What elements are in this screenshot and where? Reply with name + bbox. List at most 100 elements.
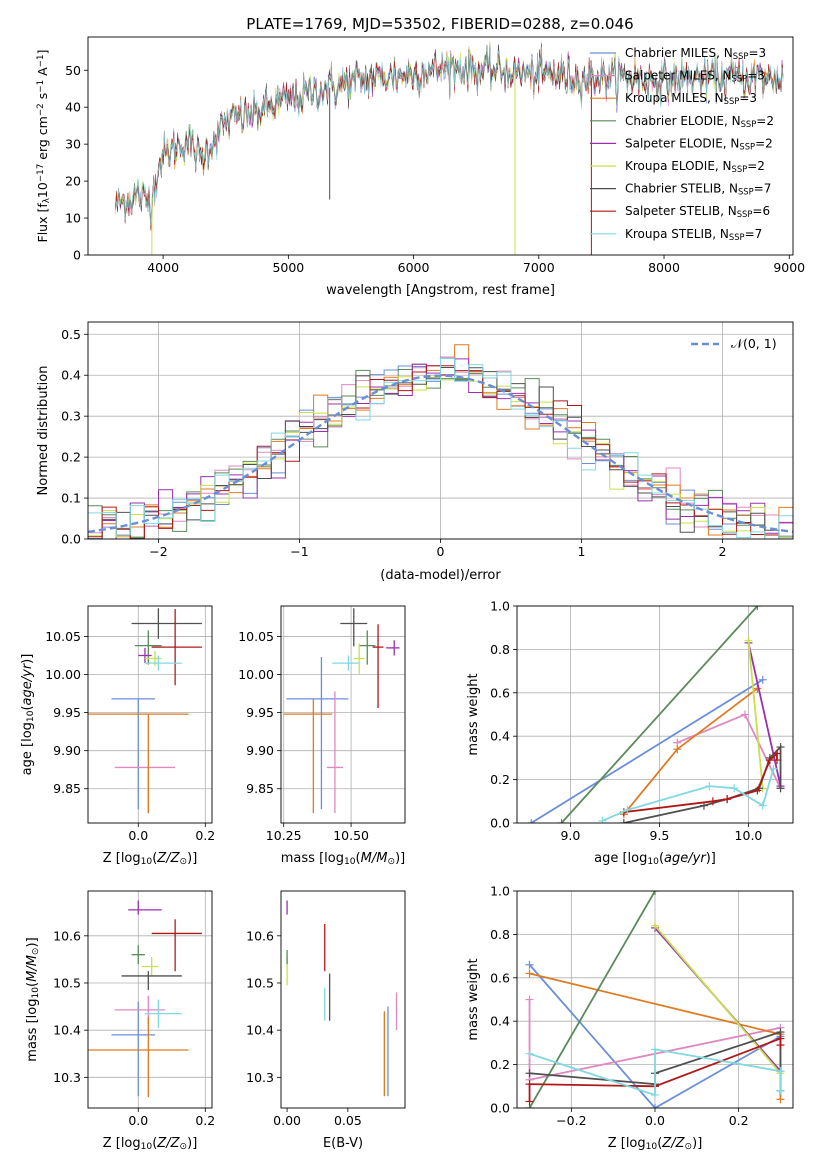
y-tick-label: 0.2 <box>490 772 510 787</box>
series-line <box>602 768 775 822</box>
y-tick-label: 0.0 <box>490 816 510 831</box>
plot-area <box>286 900 398 1097</box>
x-axis-label-part: Z/Z <box>156 1136 180 1151</box>
y-tick-label: 20 <box>65 174 81 189</box>
x-axis-label-part: M/M <box>361 851 388 866</box>
x-tick-label: 5000 <box>272 260 304 275</box>
panel-mass_vs_Z: 0.0 0.210.310.410.510.6Z [log10(Z/Z⊙)]mas… <box>25 890 215 1152</box>
legend-label-part: SSP <box>739 141 755 151</box>
y-tick-label: 0.4 <box>490 1014 510 1029</box>
x-axis-label-part: ( <box>659 851 664 866</box>
errorbar-kroupa_elodie <box>353 643 365 674</box>
errorbar-chabrier_stelib <box>121 971 182 991</box>
series-line <box>623 751 778 814</box>
spectrum-kroupa_stelib <box>115 43 784 226</box>
x-axis-label-part: ( <box>152 1136 157 1151</box>
y-axis-label-part: −1 <box>36 54 46 67</box>
legend-label-part: Salpeter STELIB, N <box>625 204 737 218</box>
series-line <box>528 891 656 1108</box>
x-tick-label: 9.0 <box>560 828 580 843</box>
legend-label-part: Kroupa MILES, N <box>625 91 724 105</box>
y-axis-label-part: 10 <box>35 182 50 198</box>
residual-legend: 𝒩(0, 1) <box>691 336 777 351</box>
legend-label-part: =3 <box>739 91 757 105</box>
x-axis-label: E(B-V) <box>323 1136 363 1151</box>
x-axis-label: (data-model)/error <box>380 568 501 583</box>
series-kroupa_stelib <box>598 764 778 823</box>
series-chabrier_miles <box>527 675 767 823</box>
x-tick-label: 0.2 <box>195 1113 215 1128</box>
y-axis-label-part: erg cm <box>35 116 50 164</box>
errorbar-chabrier_miles <box>111 698 156 810</box>
errorbar-salpeter_miles <box>114 766 176 814</box>
legend-label: Chabrier ELODIE, NSSP=2 <box>625 114 774 129</box>
errorbar-chabrier_stelib <box>131 608 202 639</box>
legend-label: Kroupa STELIB, NSSP=7 <box>625 227 762 242</box>
y-tick-label: 10.05 <box>238 629 274 644</box>
x-axis-label: Z [log10(Z/Z⊙)] <box>608 1136 703 1152</box>
y-axis-label-part: A <box>35 67 50 80</box>
y-tick-label: 50 <box>65 63 81 78</box>
y-axis-label-part: −1 <box>36 80 46 93</box>
y-axis-label: Flux [fλ10−17 erg cm−2 s−1 A−1] <box>35 50 52 243</box>
x-axis-label-part: Z/Z <box>661 1136 685 1151</box>
y-axis-label-part: s <box>35 93 50 104</box>
x-axis-label-part: ⊙ <box>685 1142 693 1152</box>
x-axis-label-part: )] <box>187 851 197 866</box>
x-axis-label: mass [log10(M/M⊙)] <box>281 851 405 867</box>
y-tick-label: 0.0 <box>490 1101 510 1116</box>
legend-label-part: Chabrier MILES, N <box>625 46 733 60</box>
y-tick-label: 9.95 <box>246 705 274 720</box>
errorbar-salpeter_stelib <box>151 609 202 686</box>
series-line <box>528 964 781 1108</box>
series-kroupa_elodie <box>651 921 785 1078</box>
x-axis-label-part: 10 <box>344 857 356 867</box>
y-tick-label: 0.5 <box>61 327 81 342</box>
x-axis-label: wavelength [Angstrom, rest frame] <box>326 283 555 298</box>
y-axis-label-part: λ <box>42 198 52 203</box>
legend-label-part: Salpeter ELODIE, N <box>625 136 739 150</box>
legend-label: 𝒩(0, 1) <box>731 336 777 351</box>
figure-title: PLATE=1769, MJD=53502, FIBERID=0288, z=0… <box>246 15 633 33</box>
errorbar-salpeter_elodie <box>138 647 152 664</box>
y-axis-label-part: ⊙ <box>31 947 41 955</box>
y-tick-label: 10.6 <box>246 928 274 943</box>
x-axis-label-part: ⊙ <box>180 1142 188 1152</box>
y-tick-label: 10.05 <box>45 629 81 644</box>
y-tick-label: 30 <box>65 137 81 152</box>
histogram-chabrier_elodie <box>88 363 793 539</box>
legend-label-part: =2 <box>747 159 765 173</box>
x-tick-label: 10.25 <box>266 828 302 843</box>
x-tick-label: 8000 <box>648 260 680 275</box>
x-tick-label: 0.2 <box>195 828 215 843</box>
y-axis-label: Normed distribution <box>36 366 51 496</box>
series-line <box>747 642 782 787</box>
y-tick-label: 0.1 <box>61 491 81 506</box>
y-axis-label: mass [log10(M/M⊙)] <box>25 937 41 1061</box>
legend-label-part: Salpeter MILES, N <box>625 69 732 83</box>
series-kroupa_miles <box>619 684 762 819</box>
errorbar-kroupa_miles <box>88 713 189 814</box>
x-axis-label-part: Z [log <box>103 851 141 866</box>
legend-label-part: SSP <box>724 96 740 106</box>
errorbar-chabrier_elodie <box>359 630 376 665</box>
errorbar-salpeter_elodie <box>128 900 162 915</box>
legend-label-part: =7 <box>745 227 763 241</box>
x-tick-label: 2 <box>719 544 727 559</box>
errorbar-kroupa_stelib <box>144 999 182 1028</box>
y-tick-label: 0.8 <box>490 642 510 657</box>
x-tick-label: 10.50 <box>333 828 369 843</box>
y-tick-label: 10.4 <box>53 1023 81 1038</box>
y-axis-label-part: −2 <box>36 103 46 116</box>
axes-frame <box>280 890 406 1109</box>
errorbar-kroupa_miles <box>283 698 333 814</box>
x-axis-label-part: )] <box>395 851 405 866</box>
x-axis-label-part: ⊙ <box>387 857 395 867</box>
y-axis-label-part: 10 <box>31 987 41 999</box>
x-axis-label-part: mass [log <box>281 851 344 866</box>
errorbar-chabrier_elodie <box>131 945 145 965</box>
x-axis-label-part: ( <box>356 851 361 866</box>
legend-label-part: =2 <box>755 136 773 150</box>
